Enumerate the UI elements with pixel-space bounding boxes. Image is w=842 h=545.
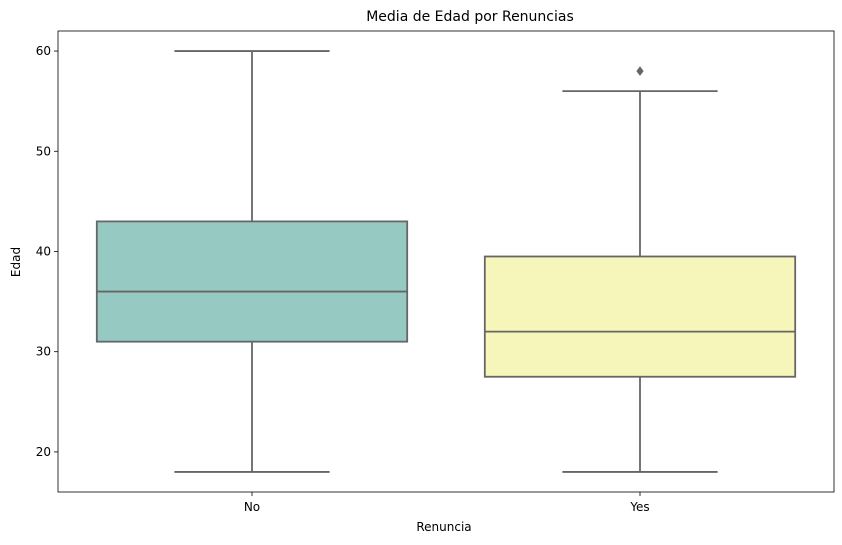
x-tick-label-yes: Yes [629,500,649,514]
y-tick-label-30: 30 [36,345,51,359]
y-tick-label-60: 60 [36,44,51,58]
x-axis: No Yes [244,492,650,514]
outlier-yes-0 [636,66,644,76]
y-tick-label-20: 20 [36,445,51,459]
y-axis: 20 30 40 50 60 [36,44,58,459]
y-tick-label-50: 50 [36,144,51,158]
box-no [95,220,409,343]
chart-title: Media de Edad por Renuncias [366,9,574,25]
x-axis-label: Renuncia [416,520,471,534]
x-tick-label-no: No [244,500,260,514]
box-yes [483,255,797,378]
y-axis-label: Edad [9,247,23,277]
plot-frame [57,30,835,493]
y-tick-label-40: 40 [36,244,51,258]
boxes-group [95,50,797,473]
